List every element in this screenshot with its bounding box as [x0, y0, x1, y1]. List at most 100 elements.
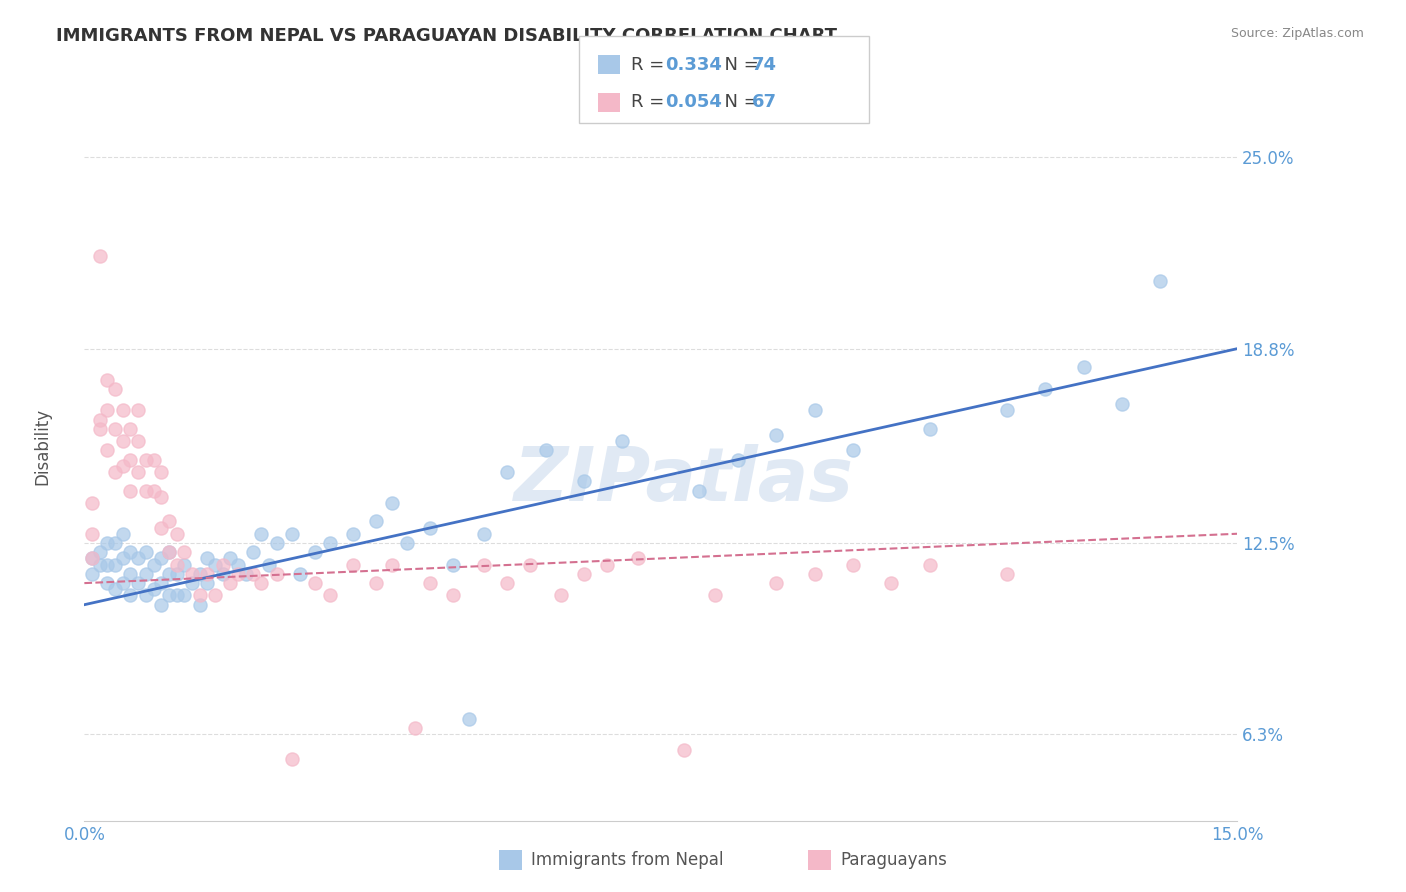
- Point: [89, 558, 111, 572]
- Point: [142, 452, 165, 467]
- Point: [120, 545, 142, 559]
- Point: [96, 536, 118, 550]
- Point: [157, 545, 180, 559]
- Point: [381, 496, 404, 510]
- Point: [80, 551, 103, 566]
- Point: [1073, 360, 1095, 375]
- Point: [572, 475, 595, 489]
- Point: [157, 545, 180, 559]
- Point: [80, 566, 103, 581]
- Point: [550, 589, 572, 603]
- Point: [404, 721, 426, 735]
- Point: [150, 598, 173, 612]
- Point: [173, 558, 195, 572]
- Point: [235, 566, 257, 581]
- Point: [204, 589, 226, 603]
- Point: [127, 576, 149, 591]
- Point: [142, 582, 165, 597]
- Point: [381, 558, 404, 572]
- Text: R =: R =: [631, 94, 671, 112]
- Point: [157, 589, 180, 603]
- Text: 67: 67: [752, 94, 778, 112]
- Point: [135, 545, 157, 559]
- Point: [127, 403, 149, 417]
- Point: [1149, 274, 1171, 288]
- Point: [150, 551, 173, 566]
- Point: [89, 545, 111, 559]
- Point: [111, 551, 134, 566]
- Point: [104, 382, 127, 396]
- Point: [166, 566, 188, 581]
- Point: [572, 566, 595, 581]
- Point: [496, 465, 519, 479]
- Point: [211, 566, 233, 581]
- Point: [319, 589, 342, 603]
- Point: [104, 465, 127, 479]
- Point: [803, 403, 825, 417]
- Point: [104, 558, 127, 572]
- Point: [366, 515, 388, 529]
- Point: [995, 403, 1018, 417]
- Point: [842, 443, 865, 458]
- Point: [266, 536, 288, 550]
- Text: 0.334: 0.334: [665, 55, 721, 74]
- Point: [195, 566, 218, 581]
- Point: [150, 520, 173, 534]
- Point: [127, 434, 149, 449]
- Point: [672, 742, 695, 756]
- Text: Source: ZipAtlas.com: Source: ZipAtlas.com: [1230, 27, 1364, 40]
- Point: [96, 443, 118, 458]
- Point: [80, 526, 103, 541]
- Point: [195, 576, 218, 591]
- Point: [195, 551, 218, 566]
- Point: [226, 566, 249, 581]
- Point: [366, 576, 388, 591]
- Point: [519, 558, 541, 572]
- Point: [880, 576, 903, 591]
- Point: [765, 576, 787, 591]
- Point: [173, 545, 195, 559]
- Point: [288, 566, 311, 581]
- Point: [1033, 382, 1056, 396]
- Point: [89, 422, 111, 436]
- Point: [166, 589, 188, 603]
- Point: [89, 249, 111, 263]
- Point: [304, 545, 326, 559]
- Point: [188, 566, 211, 581]
- Point: [1111, 397, 1133, 411]
- Point: [250, 526, 273, 541]
- Text: ZIPatlas: ZIPatlas: [513, 443, 853, 516]
- Point: [342, 558, 364, 572]
- Point: [80, 551, 103, 566]
- Point: [135, 452, 157, 467]
- Point: [111, 458, 134, 473]
- Point: [918, 558, 941, 572]
- Point: [226, 558, 249, 572]
- Point: [319, 536, 342, 550]
- Point: [142, 483, 165, 498]
- Point: [596, 558, 619, 572]
- Point: [727, 452, 749, 467]
- Point: [80, 496, 103, 510]
- Point: [472, 526, 495, 541]
- Point: [627, 551, 650, 566]
- Point: [135, 589, 157, 603]
- Text: N =: N =: [713, 55, 765, 74]
- Point: [211, 558, 233, 572]
- Point: [127, 551, 149, 566]
- Text: N =: N =: [713, 94, 765, 112]
- Point: [89, 412, 111, 426]
- Point: [96, 403, 118, 417]
- Point: [342, 526, 364, 541]
- Point: [472, 558, 495, 572]
- Point: [419, 576, 441, 591]
- Text: 74: 74: [752, 55, 778, 74]
- Point: [111, 403, 134, 417]
- Point: [204, 558, 226, 572]
- Point: [111, 526, 134, 541]
- Point: [135, 566, 157, 581]
- Point: [688, 483, 710, 498]
- Point: [612, 434, 634, 449]
- Point: [765, 428, 787, 442]
- Text: IMMIGRANTS FROM NEPAL VS PARAGUAYAN DISABILITY CORRELATION CHART: IMMIGRANTS FROM NEPAL VS PARAGUAYAN DISA…: [56, 27, 837, 45]
